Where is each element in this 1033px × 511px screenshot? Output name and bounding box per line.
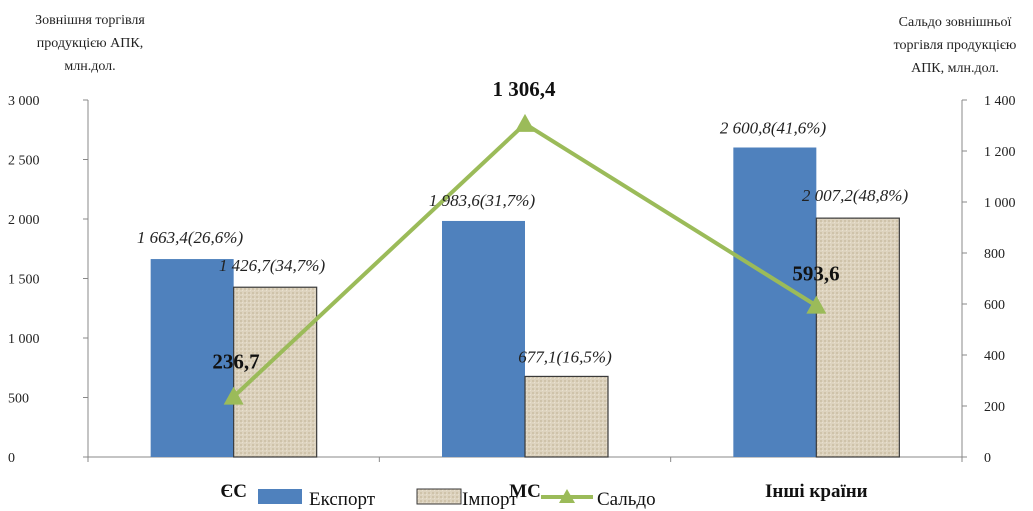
left-axis-tick-label: 1 500 <box>8 273 40 288</box>
left-axis-tick-label: 500 <box>8 392 29 407</box>
export-value-label: 2 600,8(41,6%) <box>720 119 827 138</box>
left-axis-tick-label: 2 500 <box>8 154 40 169</box>
right-axis-tick-label: 1 400 <box>984 94 1016 109</box>
left-axis-tick-label: 1 000 <box>8 332 40 347</box>
right-axis-tick-label: 0 <box>984 451 991 466</box>
right-axis-tick-label: 1 000 <box>984 196 1016 211</box>
legend-swatch-export <box>258 489 302 504</box>
saldo-value-label: 236,7 <box>212 350 259 374</box>
right-axis-tick-label: 200 <box>984 400 1005 415</box>
legend-swatch-import <box>416 488 462 505</box>
left-axis-title-line-2: продукцією АПК, <box>37 36 143 51</box>
saldo-value-label: 1 306,4 <box>493 77 557 101</box>
left-axis-title-line-1: Зовнішня торгівля <box>35 13 145 28</box>
category-label: Інші країни <box>765 481 868 502</box>
right-axis-tick-label: 600 <box>984 298 1005 313</box>
category-label: МС <box>509 481 541 502</box>
import-value-label: 677,1(16,5%) <box>518 347 612 366</box>
right-axis-tick-label: 800 <box>984 247 1005 262</box>
left-axis-tick-label: 3 000 <box>8 94 40 109</box>
saldo-point <box>515 113 535 132</box>
import-bar <box>524 375 609 458</box>
right-axis-tick-label: 400 <box>984 349 1005 364</box>
import-bar <box>815 217 900 458</box>
legend-label-saldo: Сальдо <box>597 489 656 510</box>
saldo-value-label: 593,6 <box>792 262 839 286</box>
right-axis-title-line-2: торгівля продукцією <box>894 38 1017 53</box>
right-axis-title-line-3: АПК, млн.дол. <box>911 61 999 76</box>
left-axis-tick-label: 2 000 <box>8 213 40 228</box>
import-bar <box>233 286 318 458</box>
import-value-label: 2 007,2(48,8%) <box>802 186 909 205</box>
legend-label-import: Імпорт <box>462 489 518 510</box>
import-value-label: 1 426,7(34,7%) <box>219 256 326 275</box>
legend-label-export: Експорт <box>309 489 376 510</box>
export-bar <box>150 259 234 457</box>
right-axis-tick-label: 1 200 <box>984 145 1016 160</box>
saldo-point <box>223 386 244 405</box>
export-bar <box>442 220 525 457</box>
export-value-label: 1 663,4(26,6%) <box>137 228 244 247</box>
legend-marker-saldo <box>559 489 575 503</box>
saldo-point <box>806 295 827 314</box>
right-axis-title-line-1: Сальдо зовнішньої <box>899 15 1012 30</box>
left-axis-tick-label: 0 <box>8 451 15 466</box>
left-axis-title-line-3: млн.дол. <box>64 59 115 74</box>
export-bar <box>733 147 817 457</box>
category-label: ЄС <box>220 481 247 502</box>
export-value-label: 1 983,6(31,7%) <box>429 191 536 210</box>
